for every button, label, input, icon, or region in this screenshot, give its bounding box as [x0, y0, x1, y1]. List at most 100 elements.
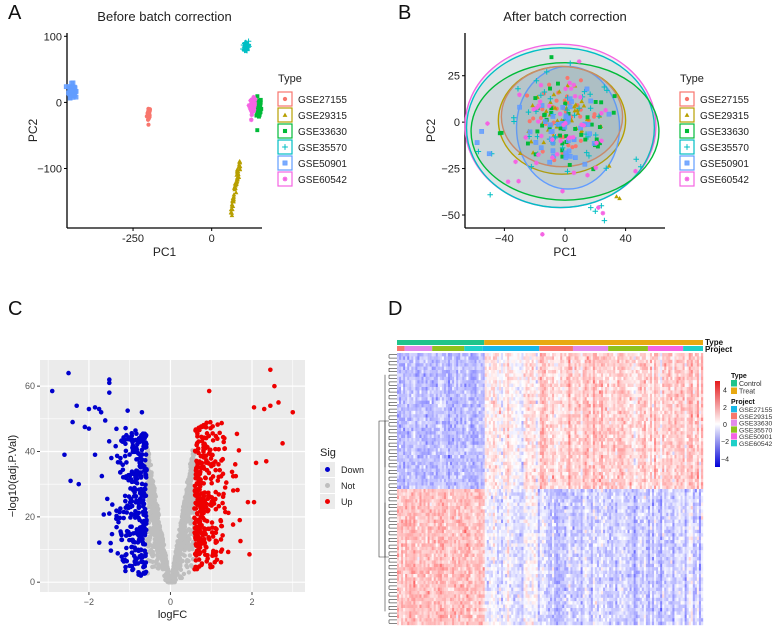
heatmap-cell [503, 387, 506, 391]
heatmap-cell [680, 404, 683, 408]
heatmap-cell [425, 373, 428, 377]
heatmap-cell [603, 356, 606, 360]
heatmap-cell [688, 380, 691, 384]
heatmap-cell [692, 356, 696, 360]
heatmap-cell [696, 380, 700, 384]
y-tick-label: −100 [37, 164, 62, 176]
heatmap-cell [558, 410, 561, 415]
heatmap-cell [605, 410, 608, 415]
heatmap-cell [582, 356, 585, 360]
heatmap-cell [560, 390, 563, 394]
heatmap-cell [466, 404, 469, 408]
heatmap-cell [631, 387, 634, 391]
heatmap-cell [472, 356, 475, 360]
heatmap-cell [623, 376, 626, 381]
heatmap-cell [552, 387, 555, 391]
heatmap-cell [696, 363, 700, 367]
legend-symbol [282, 144, 288, 150]
heatmap-cell [529, 363, 532, 367]
heatmap-cell [488, 363, 492, 367]
heatmap-cell [649, 404, 653, 408]
data-point [140, 501, 146, 506]
heatmap-cell [460, 359, 463, 364]
heatmap-cell [572, 397, 575, 401]
heatmap-cell [613, 353, 616, 357]
heatmap-cell [521, 407, 524, 411]
heatmap-cell [409, 359, 412, 364]
heatmap-cell [423, 373, 426, 377]
heatmap-cell [660, 366, 663, 371]
heatmap-cell [692, 376, 696, 381]
heatmap-cell [529, 370, 532, 374]
heatmap-cell [566, 393, 569, 398]
heatmap-cell [423, 356, 426, 360]
heatmap-cell [605, 397, 608, 401]
heatmap-cell [698, 400, 702, 405]
heatmap-cell [466, 380, 469, 384]
heatmap-cell [462, 404, 465, 408]
heatmap-cell [625, 353, 628, 357]
heatmap-cell [521, 363, 524, 367]
data-point [150, 564, 155, 570]
data-point [214, 539, 220, 545]
heatmap-cell [596, 400, 600, 405]
data-point [559, 145, 566, 151]
data-point [584, 86, 590, 92]
outliers-gse29315 [614, 194, 622, 201]
heatmap-cell [464, 407, 467, 411]
data-point [122, 493, 128, 499]
heatmap-cell [564, 397, 567, 401]
heatmap-cell [535, 376, 538, 381]
data-point [68, 478, 73, 484]
heatmap-cell [658, 393, 661, 398]
heatmap-cell [401, 410, 404, 415]
heatmap-cells [397, 353, 704, 626]
heatmap-cell [564, 376, 567, 381]
heatmap-cell [607, 359, 610, 364]
heatmap-cell [698, 359, 702, 364]
data-point [571, 170, 577, 176]
legend-item: GSE29315 [679, 107, 749, 123]
heatmap-cell [505, 353, 508, 357]
heatmap-cell [594, 370, 598, 374]
heatmap-cell [472, 410, 475, 415]
data-point [591, 167, 596, 172]
heatmap-cell [545, 373, 549, 377]
project-annotation-gse33630 [572, 346, 609, 351]
heatmap-cell [509, 387, 512, 391]
heatmap-cell [496, 356, 500, 360]
heatmap-cell [562, 370, 565, 374]
heatmap-cell [641, 400, 645, 405]
heatmap-cell [484, 404, 487, 408]
heatmap-cell [482, 380, 485, 384]
heatmap-cell [564, 407, 567, 411]
data-point [204, 545, 209, 550]
heatmap-cell [621, 400, 624, 405]
heatmap-cell [537, 397, 540, 401]
heatmap-cell [472, 397, 475, 401]
heatmap-cell [437, 356, 441, 360]
heatmap-cell [484, 366, 487, 371]
heatmap-cell [484, 397, 487, 401]
data-point [136, 515, 141, 521]
heatmap-cell [413, 387, 416, 391]
heatmap-cell [450, 366, 453, 371]
heatmap-cell [535, 356, 538, 360]
heatmap-cell [582, 410, 585, 415]
heatmap-cell [552, 390, 555, 394]
heatmap-cell [621, 387, 624, 391]
heatmap-cell [521, 387, 524, 391]
heatmap-cell [503, 380, 506, 384]
data-point [558, 133, 563, 138]
heatmap-cell [488, 397, 492, 401]
data-point [146, 122, 151, 127]
heatmap-cell [660, 387, 663, 391]
heatmap-cell [545, 390, 549, 394]
heatmap-cell [643, 404, 647, 408]
heatmap-cell [584, 359, 587, 364]
heatmap-cell [670, 363, 673, 367]
heatmap-cell [501, 373, 504, 377]
heatmap-cell [437, 404, 441, 408]
heatmap-cell [633, 390, 636, 394]
heatmap-cell [574, 404, 577, 408]
